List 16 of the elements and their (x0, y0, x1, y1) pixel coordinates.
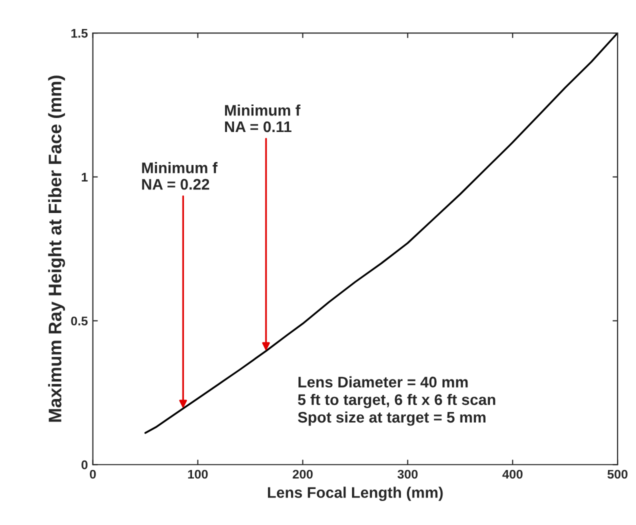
annotation: Lens Diameter = 40 mm 5 ft to target, 6 ft x 6 ft scan Spot size at target = 5 mm (298, 376, 496, 426)
x-tick-label: 400 (502, 470, 523, 479)
annotation: Minimum f NA = 0.11 (225, 104, 300, 132)
annotation: Minimum f NA = 0.22 (142, 162, 218, 190)
y-tick-label: 1.5 (71, 29, 88, 38)
x-tick-label: 500 (608, 470, 628, 479)
y-axis-title: Maximum Ray Height at Fiber Face (mm) (48, 76, 66, 422)
x-tick-label: 100 (188, 470, 208, 479)
x-tick-label: 300 (398, 470, 418, 479)
x-axis-title: Lens Focal Length (mm) (268, 486, 443, 502)
y-tick-label: 1 (82, 172, 88, 182)
line-series (144, 33, 618, 434)
y-tick-label: 0.5 (71, 316, 88, 326)
y-tick-label: 0 (82, 460, 88, 470)
x-tick-label: 0 (90, 470, 96, 479)
x-tick-label: 200 (292, 470, 313, 479)
